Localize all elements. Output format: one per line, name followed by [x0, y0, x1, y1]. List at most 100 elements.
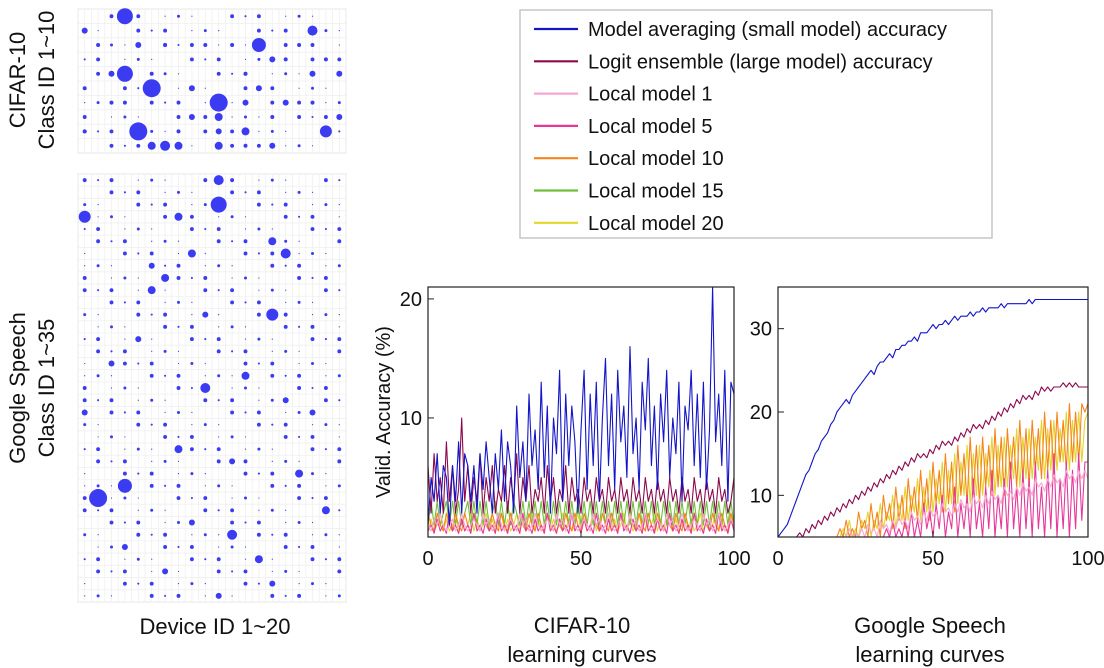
small-point — [298, 252, 300, 255]
cifar10-ylabel: Valid. Accuracy (%) — [373, 326, 395, 498]
small-point — [164, 15, 166, 17]
small-point — [231, 265, 233, 267]
legend-label: Local model 20 — [588, 213, 724, 235]
small-point — [110, 43, 113, 47]
data-point — [336, 114, 343, 120]
small-point — [164, 101, 167, 104]
small-point — [337, 227, 342, 231]
data-point — [209, 93, 228, 112]
small-point — [338, 179, 341, 182]
small-point — [137, 179, 139, 181]
small-point — [96, 264, 100, 268]
data-point — [243, 71, 248, 76]
small-point — [285, 191, 287, 193]
x-tick-label: 0 — [772, 548, 783, 570]
small-point — [284, 349, 288, 353]
small-point — [151, 338, 153, 340]
small-point — [189, 43, 194, 47]
small-point — [97, 326, 99, 328]
data-point — [241, 127, 250, 136]
small-point — [244, 546, 247, 548]
small-point — [216, 239, 221, 244]
data-point — [174, 141, 183, 150]
small-point — [297, 300, 301, 304]
data-point — [309, 70, 316, 77]
small-point — [285, 521, 287, 524]
small-point — [216, 227, 221, 231]
small-point — [96, 337, 101, 342]
small-point — [338, 314, 340, 316]
data-point — [121, 543, 128, 550]
data-point — [269, 580, 276, 587]
small-point — [217, 399, 220, 402]
small-point — [177, 521, 180, 525]
small-point — [271, 460, 273, 462]
legend-label: Logit ensemble (large model) accuracy — [588, 51, 933, 73]
small-point — [244, 15, 247, 18]
small-point — [243, 251, 248, 256]
small-point — [297, 373, 302, 378]
small-point — [137, 289, 139, 291]
small-point — [218, 424, 220, 426]
small-point — [325, 375, 327, 377]
small-point — [256, 202, 261, 207]
small-point — [109, 520, 114, 525]
small-point — [122, 86, 127, 91]
data-point — [117, 478, 132, 493]
small-point — [325, 252, 327, 255]
small-point — [163, 349, 167, 353]
small-point — [96, 447, 101, 452]
y-tick-label: 30 — [750, 319, 772, 341]
data-point — [78, 210, 91, 223]
small-point — [204, 473, 206, 475]
small-point — [149, 100, 154, 105]
small-point — [110, 277, 113, 279]
small-point — [204, 265, 206, 267]
small-point — [271, 73, 273, 75]
small-point — [298, 460, 300, 462]
x-tick-label: 50 — [922, 548, 944, 570]
small-point — [217, 289, 220, 292]
small-point — [297, 100, 302, 105]
small-point — [189, 324, 194, 329]
small-point — [136, 143, 141, 148]
small-point — [243, 239, 248, 244]
cifar10-ylabel-line2: Class ID 1~10 — [34, 11, 59, 150]
small-point — [285, 289, 287, 291]
data-point — [307, 25, 318, 36]
small-point — [337, 264, 341, 268]
small-point — [297, 14, 301, 18]
small-point — [297, 593, 302, 598]
small-point — [243, 569, 248, 574]
small-point — [109, 14, 114, 19]
small-point — [325, 583, 327, 585]
small-point — [257, 472, 260, 475]
small-point — [203, 288, 208, 293]
small-point — [177, 545, 180, 549]
small-point — [96, 71, 101, 76]
data-point — [81, 27, 88, 34]
small-point — [96, 349, 101, 354]
small-point — [97, 534, 99, 536]
small-point — [338, 509, 341, 512]
small-point — [256, 410, 261, 415]
small-point — [325, 87, 327, 89]
small-point — [164, 289, 166, 291]
small-point — [285, 179, 287, 181]
series-line — [427, 512, 735, 532]
small-point — [283, 202, 288, 207]
small-point — [338, 546, 340, 548]
small-point — [97, 314, 99, 316]
small-point — [284, 264, 287, 267]
small-point — [136, 410, 141, 415]
small-point — [311, 472, 314, 476]
small-point — [189, 447, 194, 452]
small-point — [243, 361, 248, 366]
small-point — [96, 239, 101, 244]
small-point — [311, 15, 314, 17]
small-point — [97, 436, 99, 438]
small-point — [230, 435, 234, 439]
small-point — [271, 448, 273, 450]
small-point — [311, 521, 314, 524]
small-point — [137, 399, 139, 401]
